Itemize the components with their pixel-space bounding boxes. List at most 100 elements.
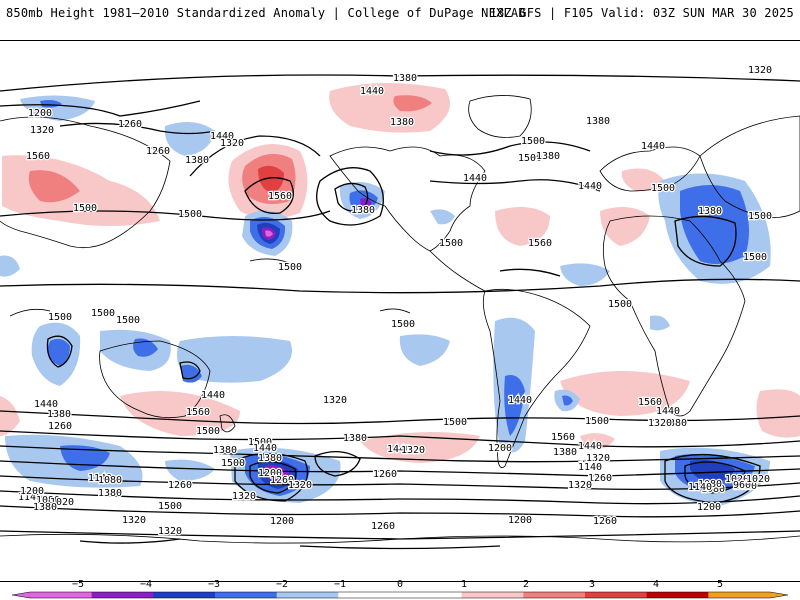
colorbar-swatch <box>30 592 93 598</box>
contour-label: 1260 <box>270 475 294 486</box>
contour-label: 1260 <box>146 146 170 157</box>
contour-label: 1020 <box>725 474 749 485</box>
colorbar-tick-label: 4 <box>653 579 659 590</box>
anomaly-negative-region <box>165 459 215 481</box>
greenland-outline <box>468 95 532 138</box>
contour-label: 1020 <box>733 481 757 492</box>
anomaly-negative-region <box>504 375 525 436</box>
central-america-outline <box>429 250 486 292</box>
contour-label: 1380 <box>351 205 375 216</box>
colorbar-tick-label: 5 <box>717 579 723 590</box>
contour-1260-asia <box>59 122 216 135</box>
contour-label: 1440 <box>34 399 58 410</box>
colorbar-tick-label: −2 <box>276 579 288 590</box>
asia-outline <box>699 115 800 219</box>
contour-label: 1440 <box>508 395 532 406</box>
colorbar-tick-label: −4 <box>140 579 152 590</box>
contour-label: 1320 <box>748 65 772 76</box>
header-bar: 850mb Height 1981–2010 Standardized Anom… <box>0 0 800 38</box>
contour-low-closed-africa <box>674 215 737 267</box>
contour-label: 1380 <box>390 117 414 128</box>
contour-label: 1200 <box>20 486 44 497</box>
anomaly-negative-region <box>47 338 70 366</box>
contour-label: 1500 <box>221 458 245 469</box>
contour-label: 1380 <box>47 409 71 420</box>
contour-label: 1500 <box>248 437 272 448</box>
anomaly-positive-region <box>393 95 432 112</box>
contour-high-closed <box>244 177 294 214</box>
anomaly-negative-region <box>430 209 455 225</box>
contour-label: 1080 <box>98 475 122 486</box>
contour-low-closed-ne-pac-inner <box>334 182 369 212</box>
contour-label: 1320 <box>30 125 54 136</box>
contour-label: 1440 <box>387 444 411 455</box>
contour-1200-antarctic <box>0 530 800 540</box>
contour-1380-atlantic <box>429 141 591 156</box>
contour-label: 1500 <box>748 211 772 222</box>
contour-label: 1320 <box>288 480 312 491</box>
contour-1320-antarctic <box>79 538 181 544</box>
contour-label: 1260 <box>48 421 72 432</box>
colorbar: −5 −4 −3 −2 −1 0 1 2 3 4 5 <box>0 576 800 600</box>
australia-outline <box>99 340 211 419</box>
contour-label: 1260 <box>371 521 395 532</box>
south-america-outline <box>482 288 591 469</box>
contour-label: 1380 <box>663 418 687 429</box>
anomaly-negative-region <box>176 336 292 383</box>
anomaly-positive-region <box>621 168 665 192</box>
contour-1320-south <box>0 460 800 477</box>
contour-label: 1320 <box>232 491 256 502</box>
contour-1380-north <box>0 74 800 92</box>
contour-label: 1020 <box>746 474 770 485</box>
anomaly-positive-region <box>360 432 480 463</box>
contour-1440-south <box>0 430 800 448</box>
contour-label: 1080 <box>36 495 60 506</box>
contour-label: 1320 <box>568 480 592 491</box>
anomaly-positive-region <box>0 396 20 436</box>
contour-1260-antarctic <box>299 545 501 550</box>
contour-label: 1500 <box>743 252 767 263</box>
contour-label: 1260 <box>168 480 192 491</box>
contour-1560-tropics <box>499 268 561 277</box>
anomaly-negative-region <box>265 230 273 237</box>
contour-label: 1500 <box>391 319 415 330</box>
contour-label: 1440 <box>210 131 234 142</box>
contour-label: 1380 <box>586 116 610 127</box>
colorbar-swatches <box>11 591 789 599</box>
contour-label: 1320 <box>401 445 425 456</box>
anomaly-positive-region <box>28 170 80 203</box>
map-title: 850mb Height 1981–2010 Standardized Anom… <box>6 6 526 20</box>
anomaly-negative-region <box>650 315 670 331</box>
contour-label: 1260 <box>373 469 397 480</box>
anomaly-positive-region <box>258 165 284 193</box>
colorbar-swatch <box>215 592 278 598</box>
contour-label: 1080 <box>698 479 722 490</box>
contour-label: 1080 <box>701 484 725 495</box>
colorbar-ticks: −5 −4 −3 −2 −1 0 1 2 3 4 5 <box>72 579 723 590</box>
colorbar-tick-label: 2 <box>523 579 529 590</box>
new-zealand-outline <box>219 414 236 433</box>
contour-label: 1440 <box>463 173 487 184</box>
pacific-islands-outline <box>9 258 411 317</box>
contour-label: 1380 <box>536 151 560 162</box>
contour-label: 1440 <box>656 406 680 417</box>
contour-label: 1380 <box>553 447 577 458</box>
colorbar-tick-label: −5 <box>72 579 84 590</box>
contour-label: 1500 <box>521 136 545 147</box>
north-america-outline <box>329 146 486 252</box>
colorbar-swatch <box>461 592 524 598</box>
contour-label: 1140 <box>88 473 112 484</box>
anomaly-negative-region <box>562 395 573 406</box>
contour-label: 1200 <box>258 468 282 479</box>
contour-low-closed-australia <box>179 361 201 380</box>
contour-1380-south <box>0 445 800 463</box>
contour-label: 1560 <box>186 407 210 418</box>
contour-label: 1500 <box>518 153 542 164</box>
contour-low-closed-south-pac <box>234 452 309 502</box>
anomaly-positive-region <box>329 82 450 133</box>
colorbar-swatch <box>523 592 586 598</box>
contour-label: 1320 <box>586 453 610 464</box>
contour-label: 1380 <box>258 453 282 464</box>
contour-label: 1200 <box>28 108 52 119</box>
contour-label: 1500 <box>439 238 463 249</box>
